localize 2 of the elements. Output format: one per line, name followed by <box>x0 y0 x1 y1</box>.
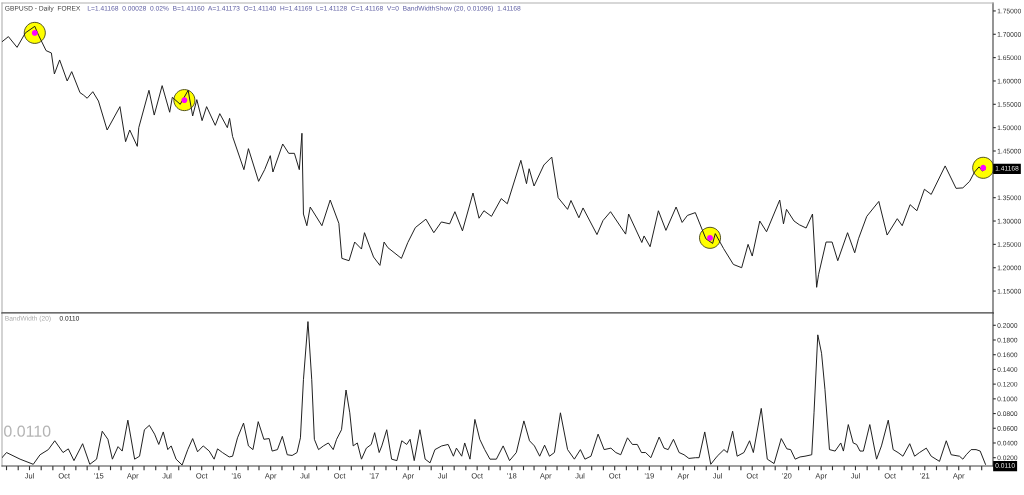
annotation: 0.0110 <box>4 425 51 437</box>
line-series <box>2 321 986 466</box>
